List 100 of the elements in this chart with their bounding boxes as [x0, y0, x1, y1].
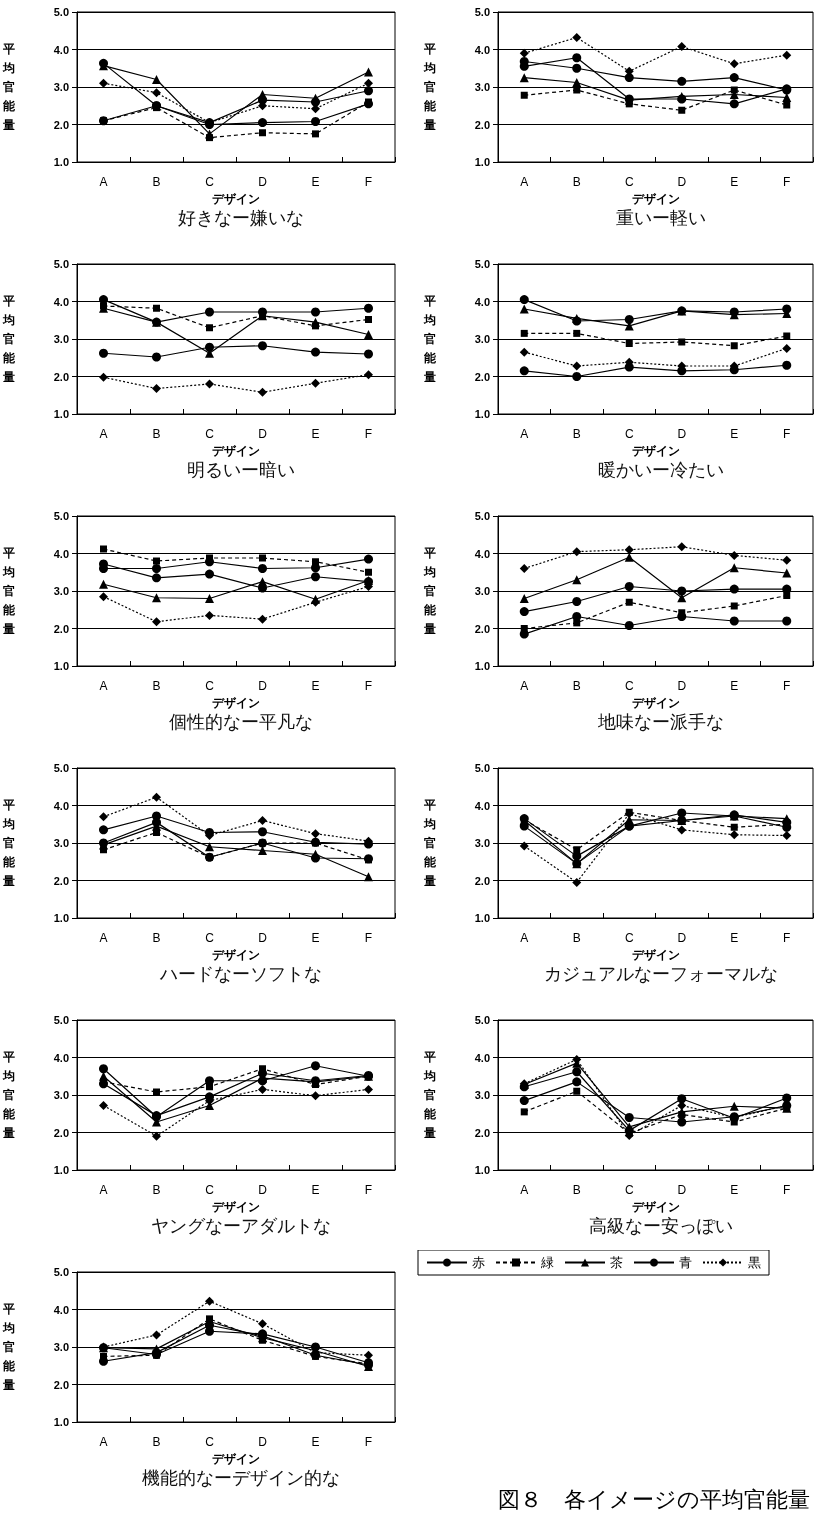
- text: ハードなーソフトな: [159, 964, 322, 984]
- y-axis-title: 平均官能量: [2, 798, 16, 888]
- x-tick-label: A: [520, 679, 529, 693]
- y-tick-label: 4.0: [53, 547, 69, 560]
- y-tick-label: 4.0: [474, 43, 490, 56]
- legend-label: 黒: [748, 1255, 761, 1270]
- y-tick-label: 5.0: [474, 258, 490, 270]
- y-axis-title: 平均官能量: [423, 294, 437, 384]
- y-tick-label: 1.0: [53, 408, 69, 420]
- y-tick-label: 1.0: [53, 1164, 69, 1176]
- y-tick-label: 4.0: [474, 799, 490, 812]
- y-tick-label: 4.0: [53, 43, 69, 56]
- x-tick-label: E: [311, 175, 320, 189]
- text: 重いー軽い: [615, 208, 706, 228]
- x-axis-title: デザイン: [212, 947, 260, 962]
- x-tick-label: D: [677, 1183, 687, 1197]
- y-tick-label: 5.0: [474, 6, 490, 18]
- y-tick-label: 3.0: [474, 333, 490, 345]
- y-tick-label: 5.0: [53, 510, 69, 522]
- y-tick-label: 5.0: [53, 6, 69, 18]
- y-tick-label: 1.0: [474, 660, 490, 672]
- x-tick-label: C: [205, 679, 215, 693]
- x-tick-label: C: [624, 1183, 634, 1197]
- x-tick-label: E: [730, 679, 739, 693]
- y-tick-label: 1.0: [474, 408, 490, 420]
- x-tick-label: C: [624, 427, 634, 441]
- y-tick-label: 5.0: [474, 510, 490, 522]
- x-tick-label: A: [99, 175, 108, 189]
- y-tick-label: 5.0: [474, 762, 490, 774]
- x-tick-label: D: [677, 931, 687, 945]
- text: 好きなー嫌いな: [178, 208, 304, 228]
- x-tick-label: C: [205, 175, 215, 189]
- x-axis-title: デザイン: [212, 1199, 260, 1214]
- legend-label: 緑: [540, 1255, 554, 1270]
- y-tick-label: 5.0: [53, 762, 69, 774]
- x-axis-title: デザイン: [631, 191, 680, 206]
- caption: 図８ 各イメージの平均官能量: [498, 1486, 810, 1512]
- x-tick-label: E: [311, 427, 320, 441]
- y-axis-title: 平均官能量: [2, 42, 16, 132]
- y-tick-label: 4.0: [53, 295, 69, 308]
- y-axis-title: 平均官能量: [2, 1050, 16, 1140]
- y-axis-title: 平均官能量: [2, 1302, 16, 1392]
- x-tick-label: B: [152, 931, 161, 945]
- x-axis-title: デザイン: [631, 443, 680, 458]
- x-tick-label: E: [730, 931, 739, 945]
- x-tick-label: D: [677, 175, 687, 189]
- x-tick-label: F: [783, 1183, 791, 1197]
- legend-label: 青: [679, 1255, 692, 1270]
- x-tick-label: F: [364, 1183, 373, 1197]
- y-tick-label: 2.0: [53, 622, 69, 635]
- x-tick-label: C: [624, 931, 634, 945]
- x-tick-label: C: [624, 679, 634, 693]
- x-tick-label: F: [364, 1435, 373, 1449]
- y-tick-label: 3.0: [474, 81, 490, 93]
- x-tick-label: D: [258, 175, 268, 189]
- y-tick-label: 4.0: [474, 295, 490, 308]
- x-tick-label: F: [783, 679, 791, 693]
- y-tick-label: 1.0: [53, 912, 69, 924]
- x-tick-label: A: [520, 175, 529, 189]
- x-tick-label: A: [520, 427, 529, 441]
- y-tick-label: 1.0: [53, 156, 69, 168]
- y-tick-label: 1.0: [474, 156, 490, 168]
- x-tick-label: F: [364, 427, 373, 441]
- x-tick-label: A: [520, 1183, 529, 1197]
- x-tick-label: C: [205, 931, 215, 945]
- x-tick-label: D: [258, 427, 268, 441]
- y-tick-label: 2.0: [53, 1126, 69, 1139]
- y-tick-label: 3.0: [474, 585, 490, 597]
- y-tick-label: 2.0: [474, 622, 490, 635]
- y-tick-label: 4.0: [53, 1051, 69, 1064]
- x-tick-label: B: [572, 175, 581, 189]
- y-tick-label: 2.0: [474, 370, 490, 383]
- x-tick-label: F: [364, 175, 373, 189]
- y-tick-label: 1.0: [53, 660, 69, 672]
- x-axis-title: デザイン: [212, 1451, 260, 1466]
- y-tick-label: 5.0: [53, 1014, 69, 1026]
- x-tick-label: B: [152, 175, 161, 189]
- y-tick-label: 3.0: [53, 333, 69, 345]
- text: 高級なー安っぽい: [588, 1216, 733, 1236]
- y-tick-label: 2.0: [53, 1378, 69, 1391]
- x-tick-label: A: [99, 931, 108, 945]
- x-tick-label: E: [311, 679, 320, 693]
- y-tick-label: 3.0: [53, 1341, 69, 1353]
- y-tick-label: 4.0: [53, 799, 69, 812]
- x-tick-label: B: [572, 679, 581, 693]
- x-tick-label: B: [152, 1183, 161, 1197]
- text: 個性的なー平凡な: [169, 712, 313, 732]
- x-tick-label: E: [311, 1435, 320, 1449]
- y-tick-label: 2.0: [474, 118, 490, 131]
- y-axis-title: 平均官能量: [423, 42, 437, 132]
- y-tick-label: 3.0: [474, 1089, 490, 1101]
- y-axis-title: 平均官能量: [2, 546, 16, 636]
- x-tick-label: B: [572, 427, 581, 441]
- x-tick-label: E: [730, 175, 739, 189]
- y-tick-label: 3.0: [53, 81, 69, 93]
- x-tick-label: E: [311, 931, 320, 945]
- y-axis-title: 平均官能量: [423, 798, 437, 888]
- y-tick-label: 2.0: [474, 874, 490, 887]
- x-tick-label: F: [783, 931, 791, 945]
- x-axis-title: デザイン: [631, 1199, 680, 1214]
